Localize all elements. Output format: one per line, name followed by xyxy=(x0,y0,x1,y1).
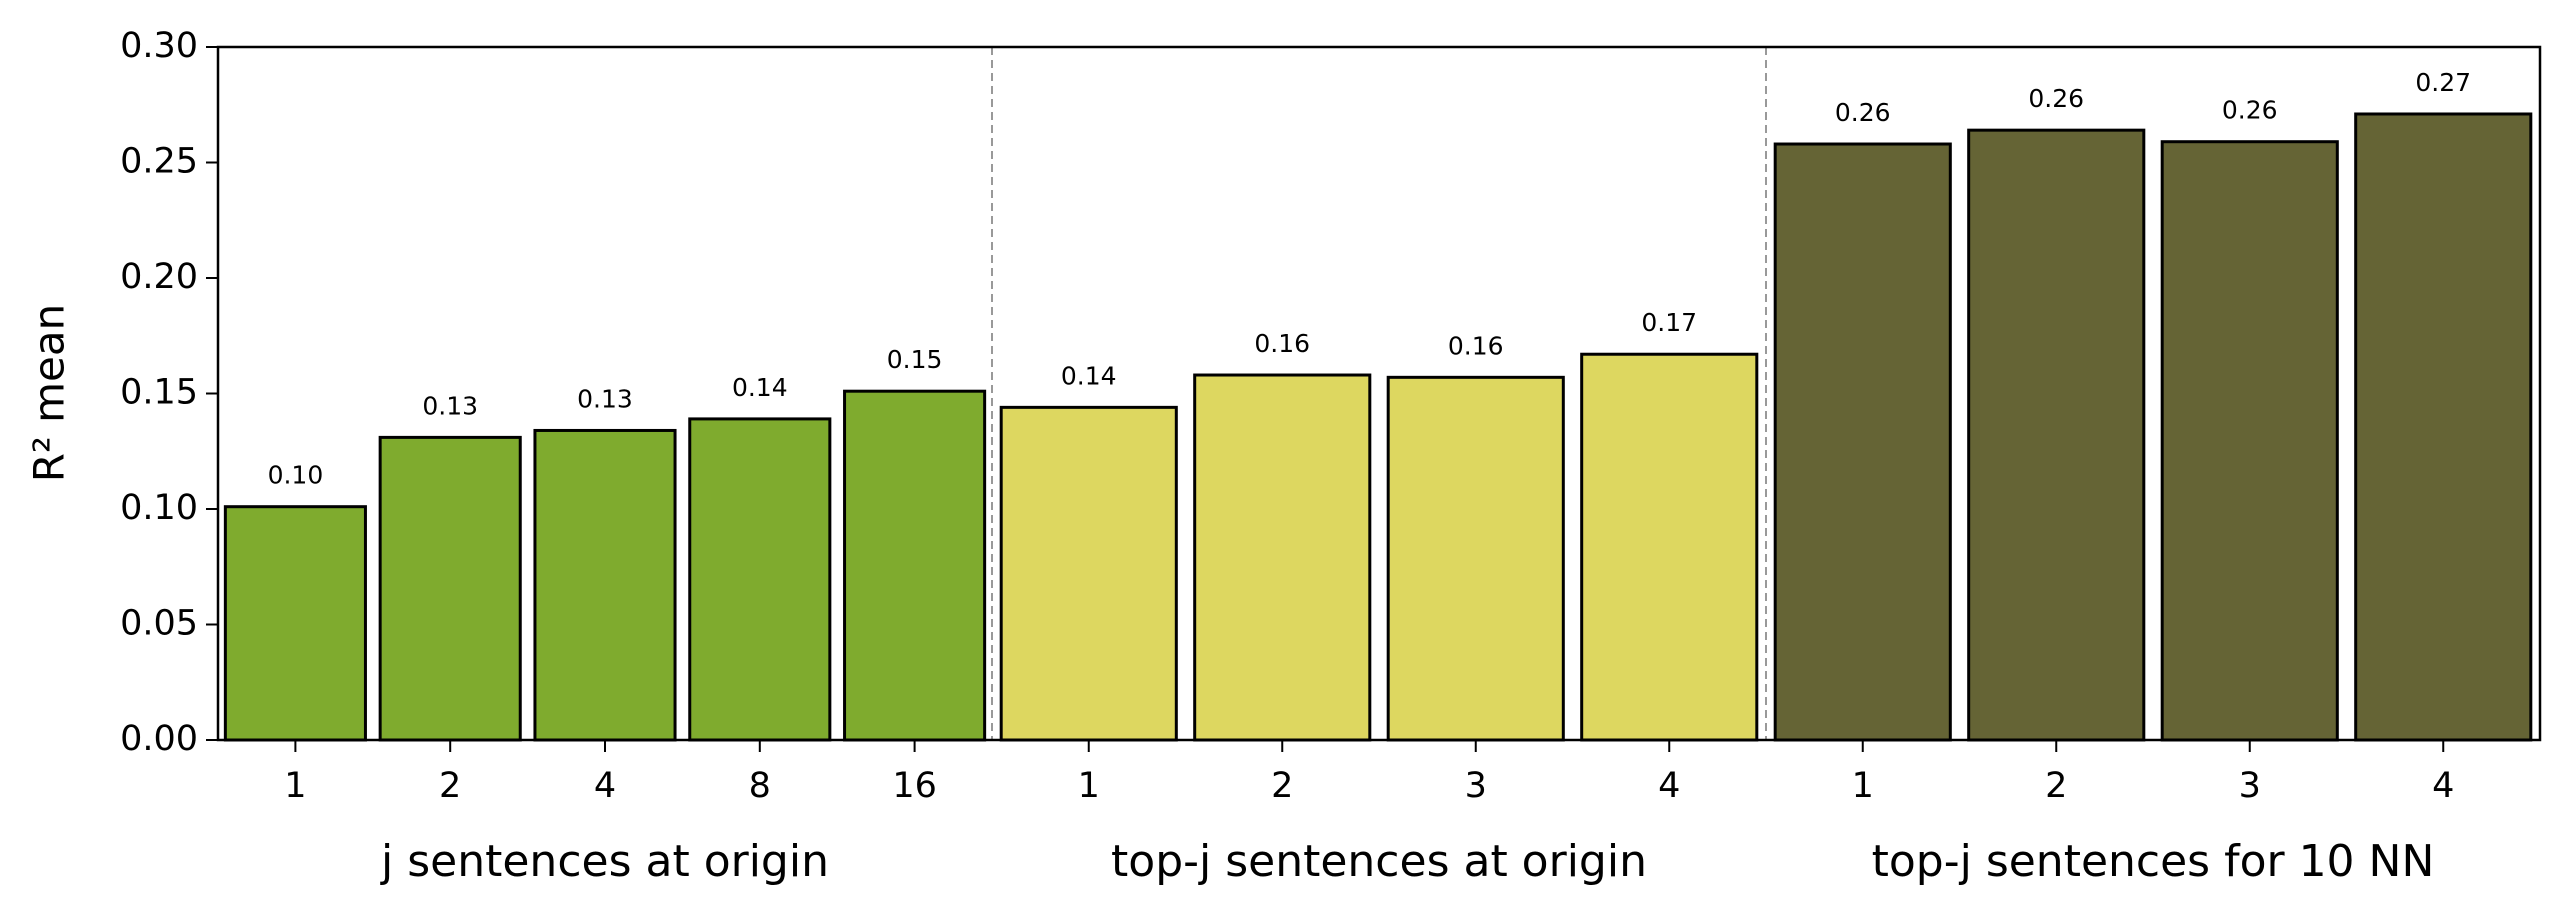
bar xyxy=(1967,128,2146,742)
bar xyxy=(999,405,1178,742)
y-axis-label: R² mean xyxy=(25,304,74,482)
x-tick-label: 1 xyxy=(284,766,306,806)
x-tick-label: 2 xyxy=(1271,766,1293,806)
x-tick-label: 1 xyxy=(1852,766,1874,806)
x-tick-label: 8 xyxy=(749,766,771,806)
bar xyxy=(378,435,522,742)
value-label: 0.26 xyxy=(1835,98,1891,127)
plot-frame xyxy=(216,45,2542,742)
group-label: top-j sentences at origin xyxy=(1111,836,1647,887)
value-label: 0.14 xyxy=(732,373,788,402)
x-tick-label: 4 xyxy=(594,766,616,806)
x-tick-label: 16 xyxy=(892,766,937,806)
x-tick-label: 4 xyxy=(2432,766,2454,806)
x-tick-label: 1 xyxy=(1078,766,1100,806)
value-label: 0.26 xyxy=(2028,84,2084,113)
x-tick-label: 2 xyxy=(439,766,461,806)
value-label: 0.16 xyxy=(1254,329,1310,358)
value-label: 0.13 xyxy=(577,384,633,413)
bar xyxy=(1773,142,1952,742)
x-tick-label: 4 xyxy=(1658,766,1680,806)
y-tick-label: 0.25 xyxy=(120,142,198,182)
bar xyxy=(1580,352,1759,742)
bar xyxy=(843,389,987,742)
bar xyxy=(1193,373,1372,742)
y-tick-label: 0.00 xyxy=(120,719,198,759)
x-tick-label: 2 xyxy=(2045,766,2067,806)
value-label: 0.14 xyxy=(1061,361,1117,390)
y-tick-label: 0.30 xyxy=(120,26,198,66)
bar xyxy=(223,505,367,742)
value-label: 0.16 xyxy=(1448,331,1504,360)
x-tick-label: 3 xyxy=(2239,766,2261,806)
value-label: 0.27 xyxy=(2415,68,2471,97)
value-label: 0.15 xyxy=(887,345,943,374)
value-label: 0.10 xyxy=(268,461,324,490)
value-label: 0.13 xyxy=(422,391,478,420)
y-tick-label: 0.05 xyxy=(120,604,198,644)
bar xyxy=(2354,112,2533,742)
y-tick-label: 0.15 xyxy=(120,373,198,413)
x-tick-label: 3 xyxy=(1465,766,1487,806)
bar xyxy=(2160,140,2339,742)
value-label: 0.17 xyxy=(1641,308,1697,337)
y-tick-label: 0.20 xyxy=(120,257,198,297)
value-label: 0.26 xyxy=(2222,96,2278,125)
bar xyxy=(688,417,832,742)
y-tick-label: 0.10 xyxy=(120,488,198,528)
bar xyxy=(1386,375,1565,742)
group-label: top-j sentences for 10 NN xyxy=(1872,836,2435,887)
bar xyxy=(533,428,677,742)
group-label: j sentences at origin xyxy=(380,836,829,887)
